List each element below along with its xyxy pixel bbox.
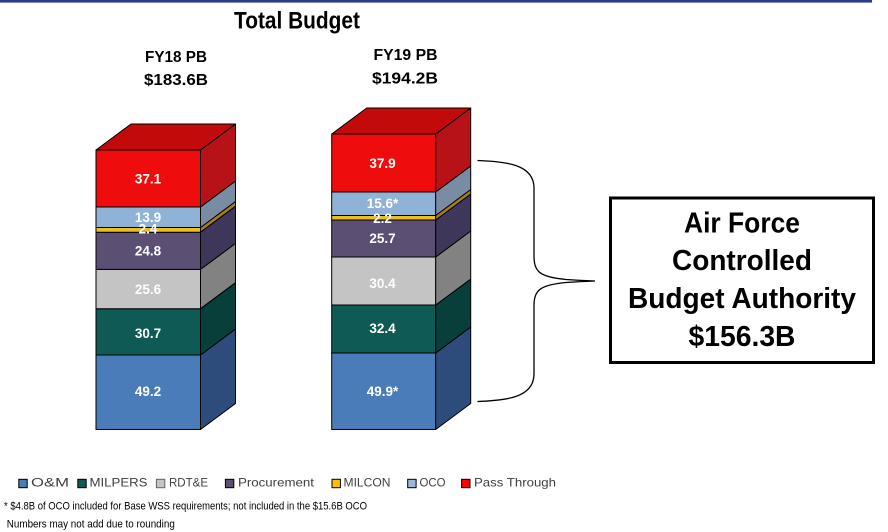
svg-text:MILCON: MILCON — [344, 476, 391, 490]
svg-text:30.4: 30.4 — [369, 276, 396, 291]
svg-text:2.2: 2.2 — [373, 211, 392, 226]
svg-text:* $4.8B of OCO included for Ba: * $4.8B of OCO included for Base WSS req… — [4, 501, 367, 513]
svg-text:25.6: 25.6 — [135, 282, 162, 297]
svg-text:MILPERS: MILPERS — [90, 476, 148, 490]
svg-text:RDT&E: RDT&E — [169, 476, 208, 490]
svg-text:O&M: O&M — [31, 476, 69, 490]
svg-text:49.2: 49.2 — [135, 384, 161, 399]
svg-text:Pass Through: Pass Through — [474, 476, 556, 490]
svg-text:Budget Authority: Budget Authority — [628, 283, 856, 315]
svg-text:Numbers may not add due to rou: Numbers may not add due to rounding — [7, 519, 175, 531]
svg-text:FY18 PB: FY18 PB — [145, 49, 207, 66]
svg-text:FY19 PB: FY19 PB — [374, 47, 438, 64]
svg-text:OCO: OCO — [420, 476, 446, 490]
svg-text:$156.3B: $156.3B — [689, 321, 796, 353]
svg-text:Total Budget: Total Budget — [234, 8, 360, 35]
svg-text:32.4: 32.4 — [369, 321, 396, 336]
svg-text:2.4: 2.4 — [139, 222, 158, 237]
svg-text:25.7: 25.7 — [369, 231, 395, 246]
svg-text:$194.2B: $194.2B — [372, 71, 438, 88]
svg-text:49.9*: 49.9* — [367, 384, 399, 399]
svg-text:30.7: 30.7 — [135, 326, 161, 341]
svg-text:15.6*: 15.6* — [367, 196, 399, 211]
svg-text:$183.6B: $183.6B — [144, 72, 208, 89]
svg-text:Procurement: Procurement — [238, 476, 315, 490]
svg-text:37.1: 37.1 — [135, 172, 162, 187]
svg-text:37.9: 37.9 — [369, 156, 395, 171]
svg-text:Air Force: Air Force — [684, 208, 800, 240]
svg-text:13.9: 13.9 — [135, 210, 161, 225]
svg-text:24.8: 24.8 — [135, 244, 162, 259]
svg-text:Controlled: Controlled — [672, 245, 812, 277]
